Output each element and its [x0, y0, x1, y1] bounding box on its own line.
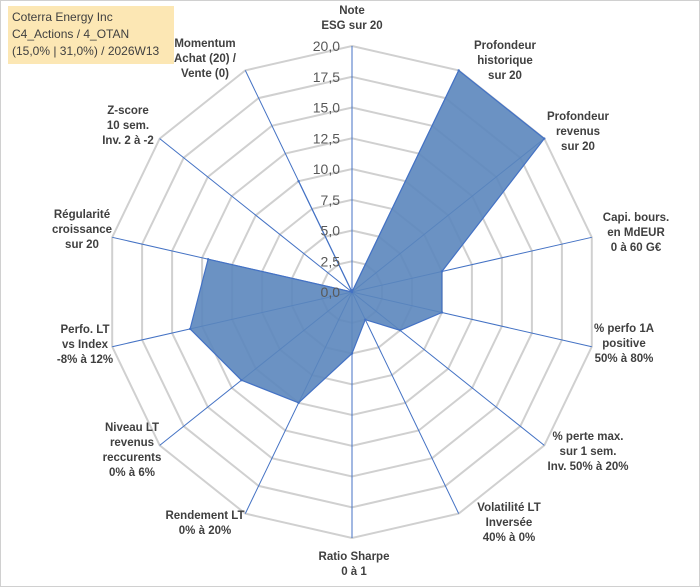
axis-label-5-line-0: % perte max.: [553, 431, 624, 443]
axis-label-11-line-0: Régularité: [54, 209, 110, 221]
axis-label-6-line-2: 40% à 0%: [483, 532, 535, 544]
tick-label-1: 2,5: [321, 253, 341, 269]
axis-label-5-line-2: Inv. 50% à 20%: [548, 461, 629, 473]
axis-label-4-line-1: positive: [602, 338, 645, 350]
axis-label-12-line-0: Z-score: [107, 105, 149, 117]
axis-label-3-line-1: en MdEUR: [607, 227, 665, 239]
axis-spoke-12: [159, 138, 353, 293]
axis-label-11-line-1: croissance: [52, 224, 112, 236]
tick-label-7: 17,5: [313, 69, 340, 85]
axis-label-1-line-1: historique: [477, 55, 533, 67]
data-point-13: [297, 180, 300, 183]
data-point-3: [440, 270, 444, 273]
tick-label-2: 5,0: [321, 223, 341, 239]
axis-label-2-line-0: Profondeur: [547, 111, 609, 123]
data-point-12: [350, 290, 354, 294]
axis-label-3-line-2: 0 à 60 G€: [611, 242, 662, 254]
axis-label-9-line-0: Niveau LT: [105, 422, 159, 434]
axis-label-11-line-2: sur 20: [65, 239, 99, 251]
portfolio-category: C4_Actions / 4_OTAN: [12, 27, 130, 41]
weights-and-week: (15,0% | 31,0%) / 2026W13: [12, 44, 160, 58]
axis-label-0-line-0: Note: [339, 5, 365, 17]
axis-label-5-line-1: sur 1 sem.: [560, 446, 617, 458]
axis-label-13-line-1: Achat (20) /: [174, 53, 237, 65]
axis-label-2-line-2: sur 20: [561, 141, 595, 153]
data-point-10: [188, 327, 192, 331]
axis-label-9-line-3: 0% à 6%: [109, 467, 155, 479]
axis-label-7-line-0: Ratio Sharpe: [319, 551, 390, 563]
tick-label-6: 15,0: [313, 100, 340, 116]
tick-label-5: 12,5: [313, 130, 340, 146]
axis-label-8-line-1: 0% à 20%: [179, 525, 231, 537]
data-point-9: [240, 379, 243, 382]
data-point-2: [543, 137, 546, 140]
axis-label-9-line-1: revenus: [110, 437, 154, 449]
axis-label-7-line-1: 0 à 1: [341, 566, 367, 578]
data-point-5: [398, 329, 402, 332]
axis-label-6-line-1: Inversée: [486, 517, 533, 529]
axis-label-0-line-1: ESG sur 20: [321, 20, 382, 32]
data-point-4: [440, 311, 444, 314]
axis-label-10-line-1: vs Index: [62, 339, 109, 351]
data-point-7: [350, 352, 354, 355]
axis-label-1-line-2: sur 20: [488, 70, 522, 82]
axis-label-4-line-2: 50% à 80%: [595, 353, 654, 365]
tick-label-4: 10,0: [313, 161, 340, 177]
tick-label-3: 7,5: [321, 192, 341, 208]
axis-spoke-6: [351, 291, 460, 514]
tick-label-8: 20,0: [313, 38, 340, 54]
axis-label-13-line-2: Vente (0): [181, 68, 229, 80]
axis-label-1-line-0: Profondeur: [474, 40, 536, 52]
data-point-6: [364, 318, 367, 321]
axis-label-12-line-1: 10 sem.: [107, 120, 149, 132]
axis-label-3-line-0: Capi. bours.: [603, 212, 669, 224]
axis-label-9-line-2: reccurents: [103, 452, 162, 464]
axis-label-6-line-0: Volatilité LT: [477, 502, 540, 514]
axis-label-12-line-2: Inv. 2 à -2: [102, 135, 154, 147]
tick-label-0: 0,0: [321, 284, 341, 300]
axis-label-10-line-2: -8% à 12%: [57, 354, 113, 366]
axis-label-4-line-0: % perfo 1A: [594, 323, 654, 335]
data-point-11: [206, 258, 210, 261]
data-point-8: [297, 401, 300, 404]
axis-label-13-line-0: Momentum: [174, 38, 235, 50]
company-name: Coterra Energy Inc: [12, 10, 113, 24]
data-point-1: [457, 69, 460, 72]
axis-label-2-line-1: revenus: [556, 126, 600, 138]
axis-label-10-line-0: Perfo. LT: [61, 324, 110, 336]
axis-label-8-line-0: Rendement LT: [165, 510, 244, 522]
chart-title-box: Coterra Energy Inc C4_Actions / 4_OTAN (…: [8, 6, 174, 64]
